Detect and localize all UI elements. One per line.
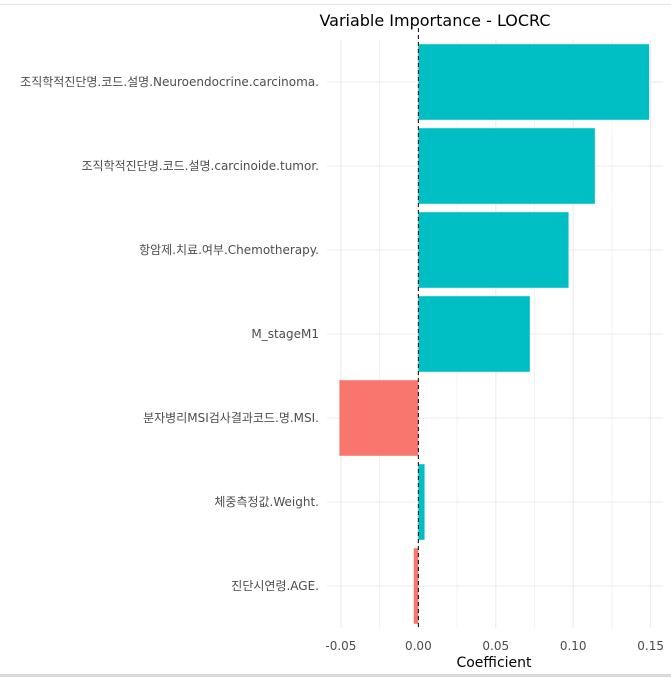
x-tick-labels: -0.05 0.00 0.05 0.10 0.15: [325, 639, 664, 653]
x-tick-label-3: 0.10: [560, 639, 587, 653]
bottom-border: [0, 674, 671, 677]
y-tick-label-4: 분자병리MSI검사결과코드.명.MSI.: [143, 411, 319, 425]
chart-title: Variable Importance - LOCRC: [319, 11, 550, 30]
y-tick-label-5: 체중측정값.Weight.: [214, 495, 319, 509]
y-tick-labels: 조직학적진단명.코드.설명.Neuroendocrine.carcinoma. 조…: [20, 75, 319, 593]
bar-1: [418, 128, 595, 204]
bar-3: [418, 296, 530, 372]
x-tick-label-0: -0.05: [325, 639, 356, 653]
x-tick-label-1: 0.00: [405, 639, 432, 653]
bar-2: [418, 212, 569, 288]
bar-5: [418, 464, 425, 540]
y-tick-label-1: 조직학적진단명.코드.설명.carcinoide.tumor.: [81, 159, 319, 173]
x-axis-label: Coefficient: [456, 655, 532, 671]
bar-4: [339, 380, 419, 456]
bars: [339, 44, 650, 624]
x-tick-label-4: 0.15: [637, 639, 664, 653]
y-tick-label-2: 항암제.치료.여부.Chemotherapy.: [139, 243, 319, 257]
bar-0: [418, 44, 650, 120]
bar-6: [413, 548, 419, 624]
x-tick-label-2: 0.05: [482, 639, 509, 653]
y-tick-label-3: M_stageM1: [251, 327, 319, 341]
y-tick-label-6: 진단시연령.AGE.: [231, 579, 319, 593]
top-border: [0, 4, 671, 5]
y-tick-label-0: 조직학적진단명.코드.설명.Neuroendocrine.carcinoma.: [20, 75, 319, 89]
